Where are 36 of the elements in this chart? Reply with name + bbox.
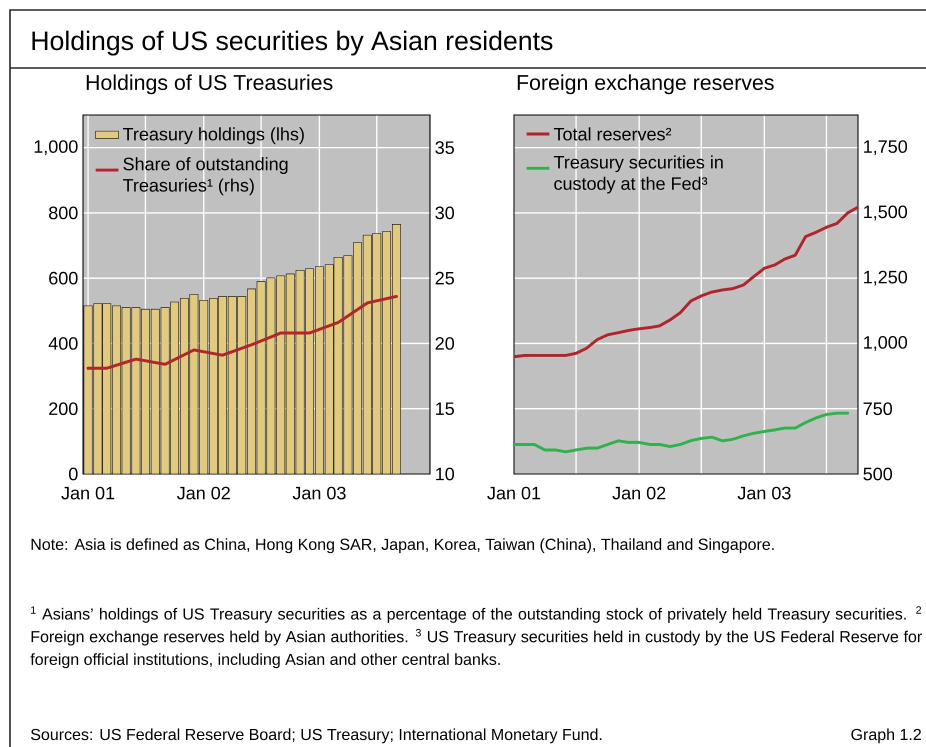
y-tick-label: 800 bbox=[49, 206, 78, 220]
x-tick-label: Jan 01 bbox=[487, 486, 540, 500]
y-tick-label: 400 bbox=[48, 337, 78, 350]
legend-label: Treasury securities in custody at the Fed³ bbox=[554, 155, 723, 194]
y-tick-label: 1,000 bbox=[34, 140, 78, 156]
source-note: Sources: US Federal Reserve Board; US Treasury; International Monetary Fund. bbox=[31, 728, 602, 744]
y-tick-label: 0 bbox=[68, 468, 78, 480]
x-tick-label: Jan 03 bbox=[292, 486, 346, 500]
y-tick-label: 500 bbox=[863, 468, 892, 480]
text: Note: Asia is defined as China, Hong Kong SAR, Japan, Korea, Taiwan (China), Thailand and Singapore. bbox=[32, 538, 774, 554]
y2-tick-label: 30 bbox=[435, 206, 454, 220]
legend-label: Share of outstanding Treasuries¹ (rhs) bbox=[122, 157, 288, 196]
line-series bbox=[86, 294, 398, 370]
y-tick-label: 600 bbox=[49, 272, 78, 285]
y2-tick-label: 35 bbox=[435, 141, 454, 154]
y-tick-label: 1,500 bbox=[864, 205, 908, 220]
legend-label: Total reserves² bbox=[554, 127, 672, 141]
x-tick-label: Jan 03 bbox=[738, 486, 791, 500]
chart-title: Foreign exchange reserves bbox=[518, 74, 774, 94]
x-tick-label: Jan 02 bbox=[176, 486, 230, 500]
y-tick-label: 750 bbox=[864, 402, 892, 416]
y2-tick-label: 10 bbox=[436, 468, 454, 480]
y-tick-label: 1,750 bbox=[864, 140, 908, 156]
x-tick-label: Jan 02 bbox=[612, 486, 666, 500]
y-tick-label: 1,000 bbox=[864, 336, 908, 351]
y-tick-label: 1,250 bbox=[864, 270, 908, 286]
y2-tick-label: 15 bbox=[436, 402, 454, 415]
chart-title: Holdings of US Treasuries bbox=[86, 74, 332, 94]
legend-label: Treasury holdings (lhs) bbox=[122, 127, 304, 144]
y2-tick-label: 20 bbox=[436, 337, 454, 350]
text: $^{1}$ Asians’ holdings of US Treasury securities as a percentage of the outstanding stock of privately held Treasury securities. $^{2}$ Foreign exchange reserves held by Asian authorities. $^{3}$ US Treasury securities held in custody by the US Federal Reserve for foreign official institutions, including Asian and other central banks. bbox=[30, 606, 922, 668]
caption: Graph 1.2 bbox=[851, 728, 921, 744]
y2-tick-label: 25 bbox=[436, 272, 454, 285]
x-tick-label: Jan 01 bbox=[61, 486, 114, 500]
y-tick-label: 200 bbox=[49, 402, 78, 416]
text: Holdings of US securities by Asian residents bbox=[32, 30, 552, 56]
